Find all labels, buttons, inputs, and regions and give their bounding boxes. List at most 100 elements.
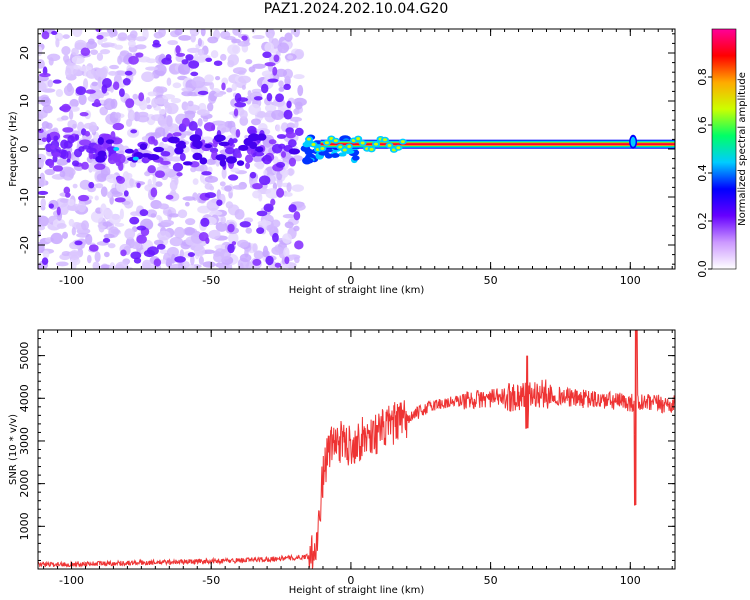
noise-blob <box>190 254 195 266</box>
noise-blob <box>289 116 303 122</box>
noise-blob <box>85 41 98 50</box>
noise-blob <box>293 211 301 221</box>
noise-blob <box>38 46 43 57</box>
noise-blob <box>199 157 208 165</box>
noise-blob <box>174 147 184 155</box>
noise-blob <box>102 237 111 243</box>
noise-blob <box>136 225 147 231</box>
noise-blob <box>284 221 294 229</box>
noise-blob <box>225 201 234 209</box>
transition-blob <box>338 152 347 157</box>
noise-blob <box>277 42 290 54</box>
noise-blob <box>166 115 173 127</box>
noise-blob <box>93 98 101 108</box>
noise-blob <box>140 153 152 158</box>
noise-blob <box>146 104 152 110</box>
noise-blob <box>286 168 295 176</box>
noise-blob <box>132 93 139 100</box>
noise-blob <box>183 226 196 236</box>
noise-blob <box>197 37 203 47</box>
noise-blob <box>284 192 293 197</box>
noise-blob <box>179 249 185 258</box>
x-axis-label: Height of straight line (km) <box>289 585 425 596</box>
noise-blob <box>264 103 277 113</box>
noise-blob <box>224 185 233 192</box>
noise-blob <box>196 109 210 116</box>
noise-blob <box>153 258 162 267</box>
noise-blob <box>136 234 147 244</box>
heatmap-area <box>38 29 675 269</box>
noise-blob <box>74 134 80 141</box>
noise-blob <box>52 79 62 84</box>
noise-blob <box>266 92 273 102</box>
noise-blob <box>83 78 89 90</box>
noise-blob <box>109 64 119 70</box>
noise-blob <box>244 134 249 140</box>
noise-blob <box>239 109 248 119</box>
noise-blob <box>167 40 178 46</box>
noise-blob <box>231 38 242 44</box>
noise-blob <box>100 264 112 269</box>
noise-blob <box>204 192 217 199</box>
noise-blob <box>128 55 139 65</box>
noise-blob <box>145 66 158 71</box>
noise-blob <box>262 154 272 165</box>
x-tick-label: 100 <box>620 574 641 587</box>
noise-blob <box>145 96 151 104</box>
noise-blob <box>236 160 245 166</box>
signal-blob <box>360 141 365 145</box>
noise-blob <box>81 161 89 170</box>
noise-blob <box>116 176 126 184</box>
noise-blob <box>227 156 235 164</box>
noise-blob <box>39 72 51 78</box>
noise-blob <box>151 98 158 108</box>
noise-blob <box>205 237 210 245</box>
noise-blob <box>84 130 91 137</box>
transition-blob <box>324 153 333 159</box>
noise-blob <box>143 249 156 258</box>
colorbar-label: Normalized spectral amplitude <box>737 72 748 226</box>
noise-blob <box>78 194 90 202</box>
noise-blob <box>178 131 192 136</box>
noise-blob <box>221 167 227 179</box>
noise-blob <box>172 132 182 137</box>
noise-blob <box>103 251 110 258</box>
noise-blob <box>147 136 156 145</box>
x-tick-label: -50 <box>202 274 220 287</box>
noise-blob <box>209 210 223 216</box>
noise-blob <box>165 258 172 267</box>
noise-blob <box>41 121 50 129</box>
noise-blob <box>205 158 216 165</box>
noise-blob <box>47 53 61 62</box>
noise-blob <box>252 63 266 69</box>
noise-blob <box>86 254 92 264</box>
noise-blob <box>268 139 277 145</box>
noise-blob <box>215 221 228 232</box>
noise-blob <box>245 59 253 65</box>
noise-blob <box>252 34 265 40</box>
colorbar-tick-label: 0.8 <box>696 68 709 86</box>
noise-blob <box>237 97 249 102</box>
noise-blob <box>293 74 305 80</box>
noise-blob <box>158 108 166 115</box>
noise-blob <box>124 70 133 76</box>
y-axis-label: Frequency (Hz) <box>8 111 19 187</box>
noise-blob <box>147 91 157 97</box>
signal-blob <box>342 148 347 152</box>
noise-blob <box>162 94 176 100</box>
noise-blob <box>120 249 127 257</box>
noise-blob <box>42 250 50 259</box>
noise-blob <box>160 160 171 165</box>
y-axis-label: SNR (10 * v/v) <box>8 414 19 485</box>
noise-blob <box>207 36 219 44</box>
noise-blob <box>67 198 75 207</box>
noise-blob <box>271 143 283 154</box>
noise-blob <box>280 151 287 158</box>
noise-blob <box>256 227 265 234</box>
noise-blob <box>294 49 305 60</box>
transition-blob <box>302 156 312 165</box>
noise-blob <box>62 34 70 39</box>
noise-blob <box>282 214 296 219</box>
signal-blob <box>369 147 374 151</box>
